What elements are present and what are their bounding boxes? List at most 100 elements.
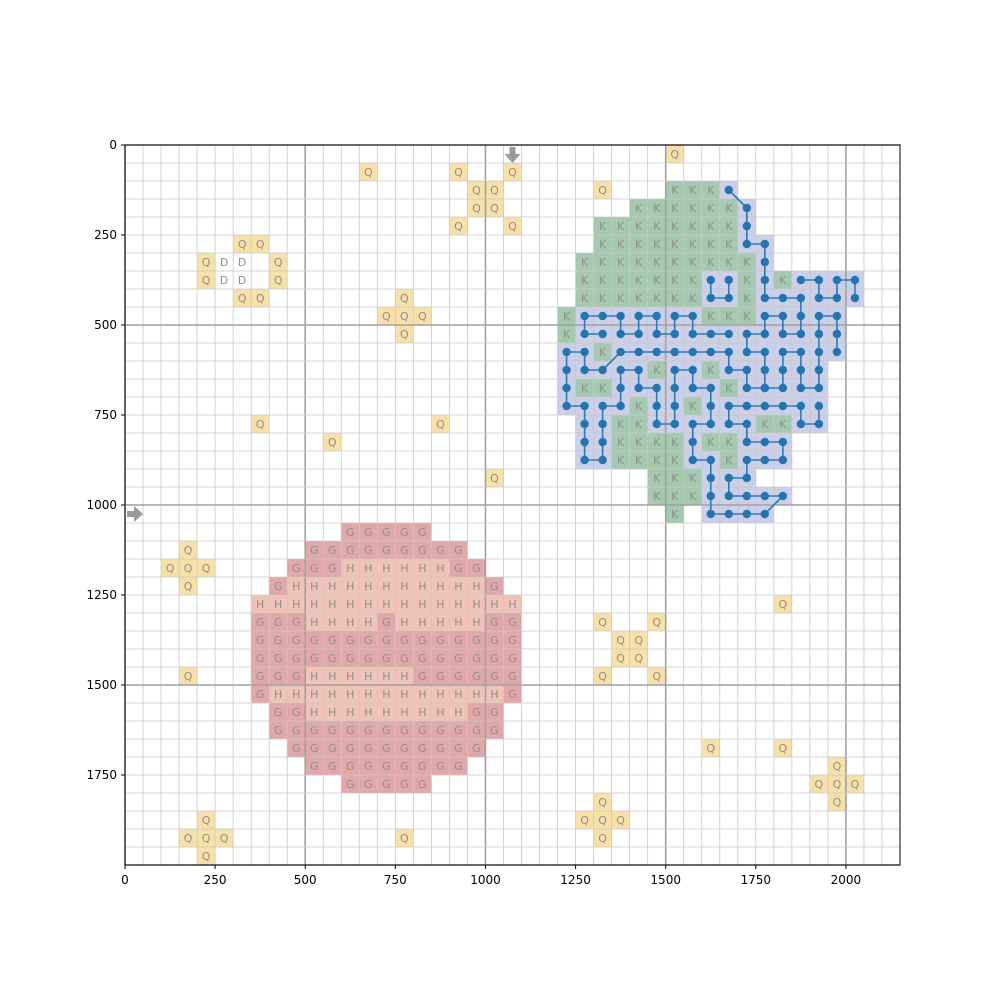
path-node: [616, 311, 625, 321]
cell-k: [611, 433, 630, 451]
cell-letter-h: H: [310, 598, 318, 611]
cell-k: [647, 199, 666, 217]
cell-letter-g: G: [418, 544, 427, 557]
cell-letter-g: G: [400, 544, 409, 557]
cell-q: [179, 577, 198, 595]
cell-k: [629, 433, 648, 451]
path-node: [742, 473, 752, 483]
path-node: [616, 401, 625, 411]
cell-g: [269, 703, 288, 721]
cell-letter-h: H: [346, 688, 354, 701]
cell-letter-g: G: [400, 724, 409, 737]
cell-h: [449, 613, 468, 631]
cell-k: [665, 469, 684, 487]
cell-letter-q: Q: [202, 832, 211, 845]
path-node: [598, 311, 607, 321]
cell-letter-g: G: [274, 652, 283, 665]
cell-g: [485, 721, 504, 739]
path-node: [670, 311, 679, 321]
cell-letter-h: H: [328, 580, 336, 593]
cell-k: [557, 325, 576, 343]
path-node: [778, 491, 788, 501]
cell-q: [197, 253, 216, 271]
path-node: [796, 275, 806, 285]
cell-letter-q: Q: [256, 418, 265, 431]
cell-letter-h: H: [454, 688, 462, 701]
cell-letter-k: K: [779, 418, 787, 431]
cell-k: [629, 415, 648, 433]
cell-letter-h: H: [364, 688, 372, 701]
cell-k: [665, 487, 684, 505]
cell-letter-h: H: [292, 580, 300, 593]
cell-letter-h: H: [436, 580, 444, 593]
path-node: [652, 419, 661, 429]
cell-g: [287, 721, 306, 739]
cell-h: [323, 703, 342, 721]
cell-letter-k: K: [671, 454, 679, 467]
path-segment: [764, 495, 784, 515]
cell-h: [413, 703, 432, 721]
cell-letter-g: G: [508, 688, 517, 701]
cell-h: [431, 577, 450, 595]
cell-letter-q: Q: [652, 616, 661, 629]
cell-letter-k: K: [779, 274, 787, 287]
path-node: [796, 383, 806, 393]
cell-q: [773, 595, 792, 613]
path-node: [814, 419, 824, 429]
cell-k: [737, 289, 756, 307]
path-node: [598, 329, 607, 339]
cell-h: [449, 703, 468, 721]
cell-g: [269, 577, 288, 595]
cell-h: [287, 595, 306, 613]
cell-g: [449, 649, 468, 667]
cell-letter-k: K: [599, 346, 607, 359]
path-node: [598, 419, 607, 429]
cell-letter-q: Q: [328, 436, 337, 449]
cell-g: [467, 721, 486, 739]
cell-k: [611, 235, 630, 253]
cell-letter-h: H: [292, 598, 300, 611]
cell-letter-k: K: [689, 184, 697, 197]
path-node: [742, 455, 752, 465]
cell-g: [305, 649, 324, 667]
cell-g: [287, 613, 306, 631]
path-node: [688, 383, 697, 393]
path-node: [796, 347, 806, 357]
cell-h: [359, 613, 378, 631]
cell-k: [737, 307, 756, 325]
cell-k: [593, 235, 612, 253]
cell-k: [575, 289, 594, 307]
cell-q: [611, 631, 630, 649]
cell-letter-k: K: [653, 436, 661, 449]
cell-q: [251, 289, 270, 307]
cell-letter-d: D: [238, 256, 246, 269]
path-node: [688, 347, 697, 357]
cell-letter-k: K: [617, 436, 625, 449]
path-node: [580, 365, 589, 375]
cell-h: [341, 559, 360, 577]
cell-k: [665, 199, 684, 217]
path-node: [580, 455, 589, 465]
cell-h: [341, 703, 360, 721]
cell-letter-q: Q: [598, 832, 607, 845]
y-tick-label: 1500: [86, 678, 117, 692]
path-node: [832, 275, 842, 285]
cell-g: [503, 649, 522, 667]
cell-letter-g: G: [418, 724, 427, 737]
path-node: [634, 365, 643, 375]
cell-letter-h: H: [310, 688, 318, 701]
cell-letter-k: K: [635, 256, 643, 269]
cell-letter-g: G: [382, 652, 391, 665]
path-node: [706, 329, 715, 339]
cell-letter-k: K: [617, 256, 625, 269]
cell-letter-q: Q: [779, 598, 788, 611]
path-node: [760, 401, 770, 411]
cell-k: [701, 433, 720, 451]
cell-k: [665, 451, 684, 469]
cell-g: [287, 559, 306, 577]
cell-letter-q: Q: [238, 292, 247, 305]
cell-letter-g: G: [418, 760, 427, 773]
cell-h: [377, 703, 396, 721]
cell-letter-q: Q: [184, 562, 193, 575]
path-node: [760, 455, 770, 465]
